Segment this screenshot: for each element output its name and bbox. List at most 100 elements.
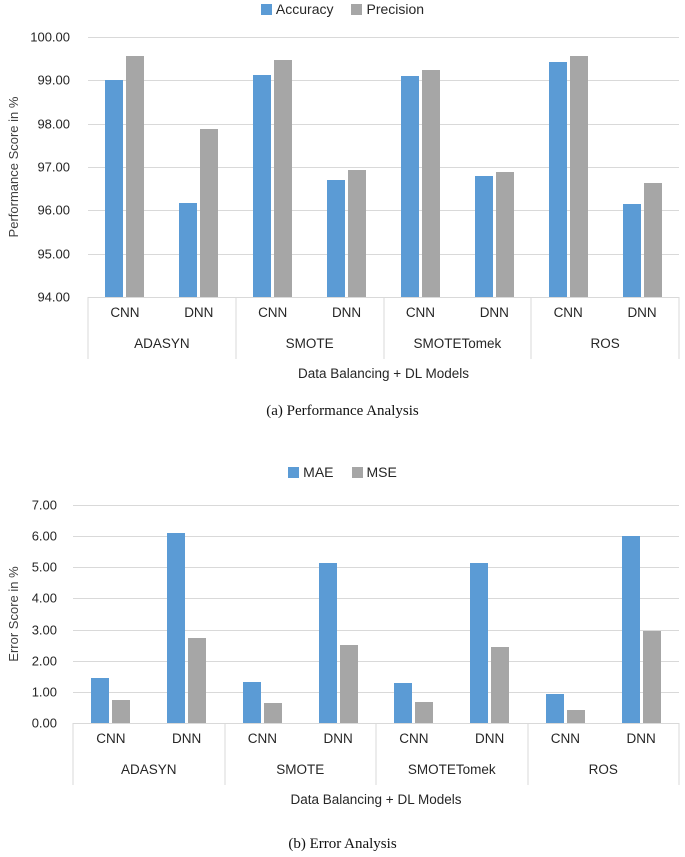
- bar-precision: [495, 172, 514, 297]
- model-label: DNN: [627, 304, 657, 320]
- y-tick-label: 2.00: [31, 653, 57, 669]
- model-label: DNN: [479, 304, 509, 320]
- bar-cluster: [225, 505, 301, 723]
- bar-mse: [188, 638, 207, 723]
- bar-mse: [491, 647, 510, 723]
- model-label: DNN: [172, 730, 202, 746]
- bar-mae: [91, 678, 110, 723]
- chart-caption-a: (a) Performance Analysis: [266, 403, 419, 419]
- gridline: [88, 123, 679, 125]
- model-label: DNN: [323, 730, 353, 746]
- bar-precision: [274, 59, 293, 297]
- category-separator: [72, 723, 74, 785]
- y-tick-label: 100.00: [30, 29, 70, 45]
- bar-accuracy: [548, 61, 567, 297]
- bar-cluster: [149, 505, 225, 723]
- bar-precision: [643, 183, 662, 297]
- group-label: ADASYN: [120, 761, 177, 777]
- bar-cluster: [310, 37, 384, 297]
- category-separator: [224, 723, 225, 785]
- category-separator: [87, 297, 89, 359]
- legend: Accuracy Precision: [0, 1, 685, 17]
- plot-area: [88, 37, 679, 298]
- bar-precision: [348, 169, 367, 297]
- group-label: ROS: [588, 761, 618, 777]
- y-axis-ticks: 7.00 6.00 5.00 4.00 3.00 2.00 1.00 0.00: [0, 498, 59, 731]
- bar-accuracy: [179, 202, 198, 297]
- legend-swatch-icon: [260, 3, 272, 15]
- bar-mse: [112, 699, 131, 723]
- category-separator: [678, 723, 680, 785]
- model-label: DNN: [475, 730, 505, 746]
- bar-cluster: [162, 37, 236, 297]
- bar-mse: [339, 644, 358, 723]
- y-tick-label: 99.00: [37, 72, 70, 88]
- legend: MAE MSE: [0, 464, 685, 480]
- bar-cluster: [528, 505, 604, 723]
- bar-mae: [167, 533, 186, 723]
- legend-swatch-icon: [351, 466, 363, 478]
- model-label: CNN: [553, 304, 583, 320]
- category-separator: [235, 297, 237, 359]
- y-tick-label: 94.00: [37, 289, 70, 305]
- x-axis-title: Data Balancing + DL Models: [290, 792, 462, 807]
- y-tick-label: 7.00: [31, 497, 57, 513]
- bar-accuracy: [253, 75, 272, 297]
- group-label: SMOTE: [285, 335, 334, 351]
- gridline: [73, 505, 679, 506]
- bar-cluster: [73, 505, 149, 723]
- bar-cluster: [236, 37, 310, 297]
- legend-label: MSE: [366, 464, 397, 480]
- bars-layer: [73, 505, 679, 723]
- y-tick-label: 5.00: [31, 559, 57, 575]
- y-tick-label: 4.00: [31, 590, 57, 606]
- gridline: [73, 567, 679, 569]
- bar-cluster: [531, 37, 605, 297]
- y-tick-label: 0.00: [31, 715, 57, 731]
- bar-mse: [566, 709, 585, 723]
- y-tick-label: 97.00: [37, 159, 70, 175]
- bar-mae: [242, 681, 261, 723]
- category-band: CNN DNN CNN DNN CNN DNN CNN DNN ADASYN SMOTE SMOT…: [72, 723, 680, 785]
- bar-precision: [421, 70, 440, 297]
- gridline: [88, 253, 679, 255]
- category-band: CNN DNN CNN DNN CNN DNN CNN DNN ADASYN SMOTE SMOT…: [87, 297, 680, 359]
- gridline: [73, 536, 679, 538]
- gridline: [88, 37, 679, 38]
- bar-accuracy: [105, 80, 124, 297]
- bar-mse: [415, 701, 434, 723]
- model-label: DNN: [626, 730, 656, 746]
- group-labels-row: ADASYN SMOTE SMOTETomek ROS: [73, 753, 679, 785]
- bar-cluster: [452, 505, 528, 723]
- gridline: [73, 691, 679, 693]
- bar-accuracy: [622, 203, 641, 297]
- gridline: [88, 80, 679, 82]
- y-tick-label: 3.00: [31, 622, 57, 638]
- y-tick-label: 98.00: [37, 116, 70, 132]
- legend-label: MAE: [303, 464, 334, 480]
- model-label: CNN: [258, 304, 288, 320]
- legend-label: Accuracy: [275, 1, 334, 17]
- legend-item: Precision: [351, 1, 424, 17]
- legend-item: Accuracy: [260, 1, 334, 17]
- y-tick-label: 95.00: [37, 246, 70, 262]
- model-labels-row: CNN DNN CNN DNN CNN DNN CNN DNN: [88, 297, 679, 327]
- model-label: CNN: [550, 730, 580, 746]
- category-separator: [530, 297, 532, 359]
- bar-mae: [318, 562, 337, 723]
- model-label: DNN: [184, 304, 214, 320]
- group-label: SMOTETomek: [407, 761, 496, 777]
- bar-precision: [569, 55, 588, 297]
- bar-mse: [642, 631, 661, 723]
- bar-cluster: [457, 37, 531, 297]
- model-label: CNN: [399, 730, 429, 746]
- bar-precision: [126, 55, 145, 297]
- bar-accuracy: [474, 175, 493, 297]
- category-separator: [383, 297, 384, 359]
- y-tick-label: 96.00: [37, 202, 70, 218]
- group-labels-row: ADASYN SMOTE SMOTETomek ROS: [88, 327, 679, 359]
- model-label: CNN: [247, 730, 277, 746]
- y-axis-ticks: 100.00 99.00 98.00 97.00 96.00 95.00 94.00: [0, 30, 72, 305]
- x-axis-title: Data Balancing + DL Models: [298, 366, 469, 381]
